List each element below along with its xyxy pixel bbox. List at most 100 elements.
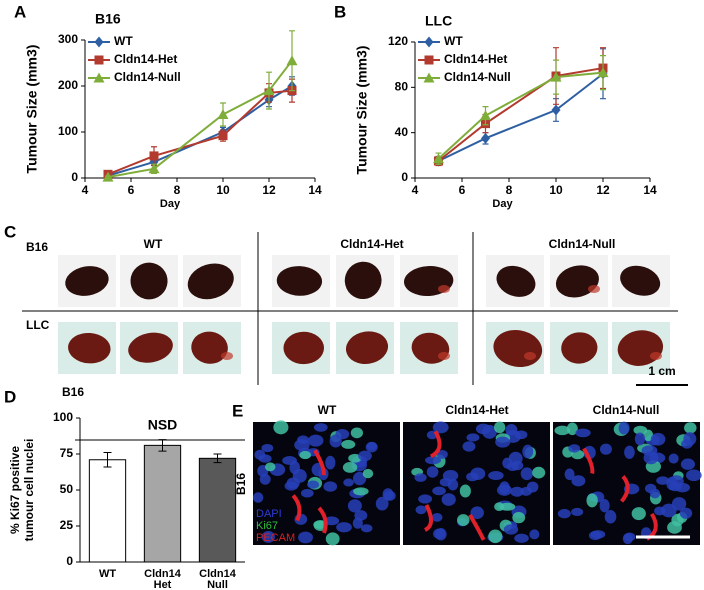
nucleus <box>365 441 378 453</box>
nucleus <box>654 506 666 516</box>
nucleus <box>336 522 352 533</box>
nucleus <box>506 462 519 472</box>
nucleus <box>259 473 271 485</box>
marker <box>424 55 434 65</box>
nucleus <box>633 425 648 435</box>
nucleus <box>586 493 598 508</box>
nucleus <box>661 503 677 518</box>
nucleus <box>623 532 636 542</box>
x-tick-label: Het <box>154 579 172 590</box>
nucleus <box>557 508 571 519</box>
marker <box>94 55 104 65</box>
tumour <box>345 331 389 365</box>
nucleus <box>650 432 666 446</box>
x-axis-label: Day <box>160 198 181 210</box>
nucleus <box>649 488 661 499</box>
nucleus <box>604 509 617 524</box>
nucleus <box>459 484 471 498</box>
nucleus <box>643 451 659 465</box>
x-tick-label: Null <box>207 579 228 590</box>
y-tick-label: 100 <box>53 410 73 424</box>
column-label: WT <box>318 403 337 417</box>
nucleus <box>494 421 506 434</box>
nucleus <box>323 481 338 492</box>
x-tick-label: 4 <box>412 183 419 197</box>
nucleus <box>505 424 518 436</box>
tissue <box>650 352 662 360</box>
marker <box>551 104 561 116</box>
nucleus <box>350 427 363 439</box>
nucleus <box>462 441 476 452</box>
x-tick-label: 12 <box>596 183 610 197</box>
row-label: B16 <box>234 473 248 495</box>
marker <box>597 67 609 78</box>
nucleus <box>442 469 459 482</box>
legend-label: WT <box>114 34 133 48</box>
nucleus <box>447 478 459 491</box>
x-tick-label: 10 <box>549 183 563 197</box>
y-axis-label: tumour cell nuclei <box>22 439 36 542</box>
legend-label: WT <box>444 34 463 48</box>
vessel <box>468 513 486 541</box>
panel-label: A <box>14 2 26 21</box>
panel-label: D <box>4 387 16 406</box>
nucleus <box>254 449 266 460</box>
nucleus <box>431 513 443 522</box>
nucleus <box>488 529 503 544</box>
column-label: Cldn14-Het <box>445 403 508 417</box>
nucleus <box>679 507 693 519</box>
nucleus <box>522 444 534 459</box>
nucleus <box>261 530 276 543</box>
nucleus <box>286 477 300 489</box>
tumour <box>130 262 168 300</box>
tissue <box>221 352 233 360</box>
marker <box>480 110 491 121</box>
legend-label: Cldn14-Null <box>114 70 181 84</box>
x-tick-label: 12 <box>262 183 276 197</box>
chart-title: B16 <box>95 11 121 27</box>
nucleus <box>432 486 446 496</box>
x-tick-label: 10 <box>216 183 230 197</box>
y-tick-label: 40 <box>395 125 409 139</box>
nucleus <box>457 514 470 526</box>
nucleus <box>520 486 533 496</box>
nucleus <box>624 445 635 459</box>
nucleus <box>358 450 372 462</box>
tumour <box>128 332 173 363</box>
nucleus <box>352 517 363 529</box>
row-label: LLC <box>26 318 50 332</box>
vessel <box>291 494 302 522</box>
nucleus <box>325 532 340 546</box>
nucleus <box>313 423 328 432</box>
nucleus <box>568 444 581 453</box>
nucleus <box>575 428 591 438</box>
marker <box>424 36 434 48</box>
marker <box>217 109 229 120</box>
x-tick-label: 4 <box>82 183 89 197</box>
nucleus <box>298 531 313 544</box>
legend-label: Cldn14-Het <box>114 52 177 66</box>
nucleus <box>353 487 369 496</box>
y-tick-label: 0 <box>71 170 78 184</box>
nucleus <box>307 480 320 489</box>
marker <box>93 72 105 83</box>
error-bar <box>158 439 167 452</box>
column-label: WT <box>144 237 163 251</box>
nucleus <box>599 443 612 455</box>
y-tick-label: 120 <box>388 34 408 48</box>
nucleus <box>342 461 358 473</box>
tissue <box>524 352 536 360</box>
marker <box>433 153 444 164</box>
panel-label: C <box>4 222 16 241</box>
nucleus <box>514 430 528 440</box>
marker <box>263 85 275 96</box>
nucleus <box>352 471 367 486</box>
y-tick-label: 80 <box>395 80 409 94</box>
nucleus <box>436 449 448 459</box>
nucleus <box>335 429 350 440</box>
x-tick-label: WT <box>99 568 116 580</box>
nucleus <box>529 529 540 540</box>
channel-label: DAPI <box>256 508 282 520</box>
x-tick-label: 8 <box>174 183 181 197</box>
